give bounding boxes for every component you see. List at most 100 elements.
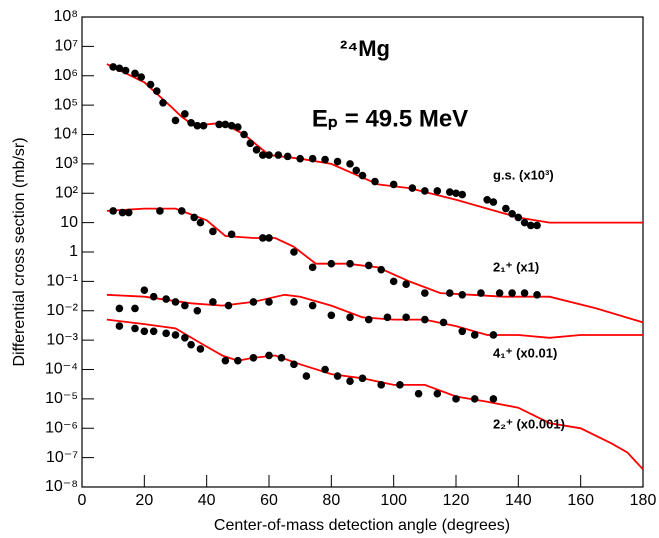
data-point (199, 121, 208, 130)
data-point (421, 187, 429, 195)
data-point (346, 377, 354, 385)
data-point (234, 356, 242, 365)
data-point (290, 248, 298, 256)
data-point (277, 354, 286, 362)
x-tick-label: 180 (630, 492, 657, 509)
data-point (308, 301, 317, 310)
data-point (302, 372, 311, 380)
y-tick-label: 10³ (55, 155, 79, 172)
data-point (109, 63, 117, 71)
data-point (209, 298, 217, 306)
data-point (421, 289, 429, 297)
y-tick-label: 10² (55, 184, 79, 201)
data-point (265, 351, 273, 360)
model-curve (106, 63, 643, 224)
data-point (171, 331, 180, 339)
data-point (508, 289, 516, 297)
data-point (193, 306, 202, 315)
data-point (240, 130, 248, 139)
data-point (118, 208, 127, 217)
data-point (140, 286, 149, 295)
data-point (234, 123, 242, 131)
data-point (224, 301, 233, 310)
data-point (327, 311, 336, 320)
data-point (215, 120, 223, 129)
data-point (327, 259, 336, 268)
x-tick-label: 80 (322, 492, 340, 509)
data-point (308, 154, 317, 163)
data-point (371, 177, 379, 186)
data-point (377, 265, 386, 274)
y-tick-label: 10⁶ (54, 67, 78, 84)
model-curve (106, 293, 643, 339)
data-point (252, 146, 261, 154)
data-point (249, 298, 258, 306)
data-point (246, 139, 255, 148)
x-tick-label: 100 (380, 492, 407, 509)
series-label: g.s. (x10³) (493, 167, 554, 182)
data-point (265, 151, 273, 159)
model-curve (106, 318, 644, 470)
data-point (333, 372, 342, 380)
x-axis-title: Center-of-mass detection angle (degrees) (214, 517, 510, 534)
data-point (402, 313, 410, 322)
data-point (146, 80, 155, 89)
series-label: 4₁⁺ (x0.01) (493, 345, 557, 360)
data-point (181, 301, 189, 310)
data-point (258, 234, 267, 242)
data-point (421, 315, 429, 324)
data-point (190, 213, 198, 222)
series-label: 2₂⁺ (x0.001) (493, 416, 565, 431)
y-tick-label: 10⁴ (53, 126, 78, 143)
data-point (209, 227, 217, 236)
data-point (196, 218, 205, 227)
data-point (153, 87, 161, 95)
y-tick-label: 10⁻⁶ (45, 419, 78, 436)
data-point (290, 360, 298, 369)
data-point (221, 356, 230, 365)
data-point (171, 298, 180, 306)
y-tick-label: 10⁻¹ (46, 273, 78, 290)
data-point (196, 345, 205, 353)
y-tick-label: 1 (69, 243, 78, 260)
data-point (364, 315, 373, 324)
data-point (414, 389, 423, 398)
data-point (346, 160, 354, 168)
data-point (121, 66, 130, 75)
data-point (177, 207, 186, 215)
data-point (156, 207, 164, 215)
x-tick-label: 160 (567, 492, 594, 509)
data-point (533, 290, 541, 299)
data-point (181, 333, 189, 342)
data-point (283, 152, 292, 161)
y-tick-label: 10⁷ (54, 38, 78, 55)
data-point (358, 374, 367, 383)
data-point (489, 198, 498, 206)
data-point (433, 187, 442, 195)
annotation: Eₚ = 49.5 MeV (312, 105, 468, 132)
y-tick-label: 10⁸ (53, 8, 78, 25)
data-point (124, 208, 133, 217)
data-point (290, 298, 298, 306)
data-point (187, 340, 195, 349)
data-point (249, 354, 258, 362)
data-point (458, 190, 467, 199)
data-point (452, 395, 460, 403)
data-point (452, 189, 460, 198)
data-point (346, 259, 354, 268)
data-point (408, 184, 417, 192)
data-point (477, 289, 485, 297)
data-point (162, 329, 170, 338)
series-label: 2₁⁺ (x1) (493, 259, 539, 274)
data-point (187, 119, 195, 127)
data-point (308, 263, 317, 272)
data-point (115, 304, 124, 313)
y-tick-label: 10⁻⁵ (45, 390, 78, 407)
data-point (333, 157, 342, 166)
data-point (514, 213, 523, 222)
data-point (265, 298, 273, 306)
data-point (483, 195, 491, 204)
data-point (527, 221, 535, 230)
data-point (140, 327, 149, 336)
